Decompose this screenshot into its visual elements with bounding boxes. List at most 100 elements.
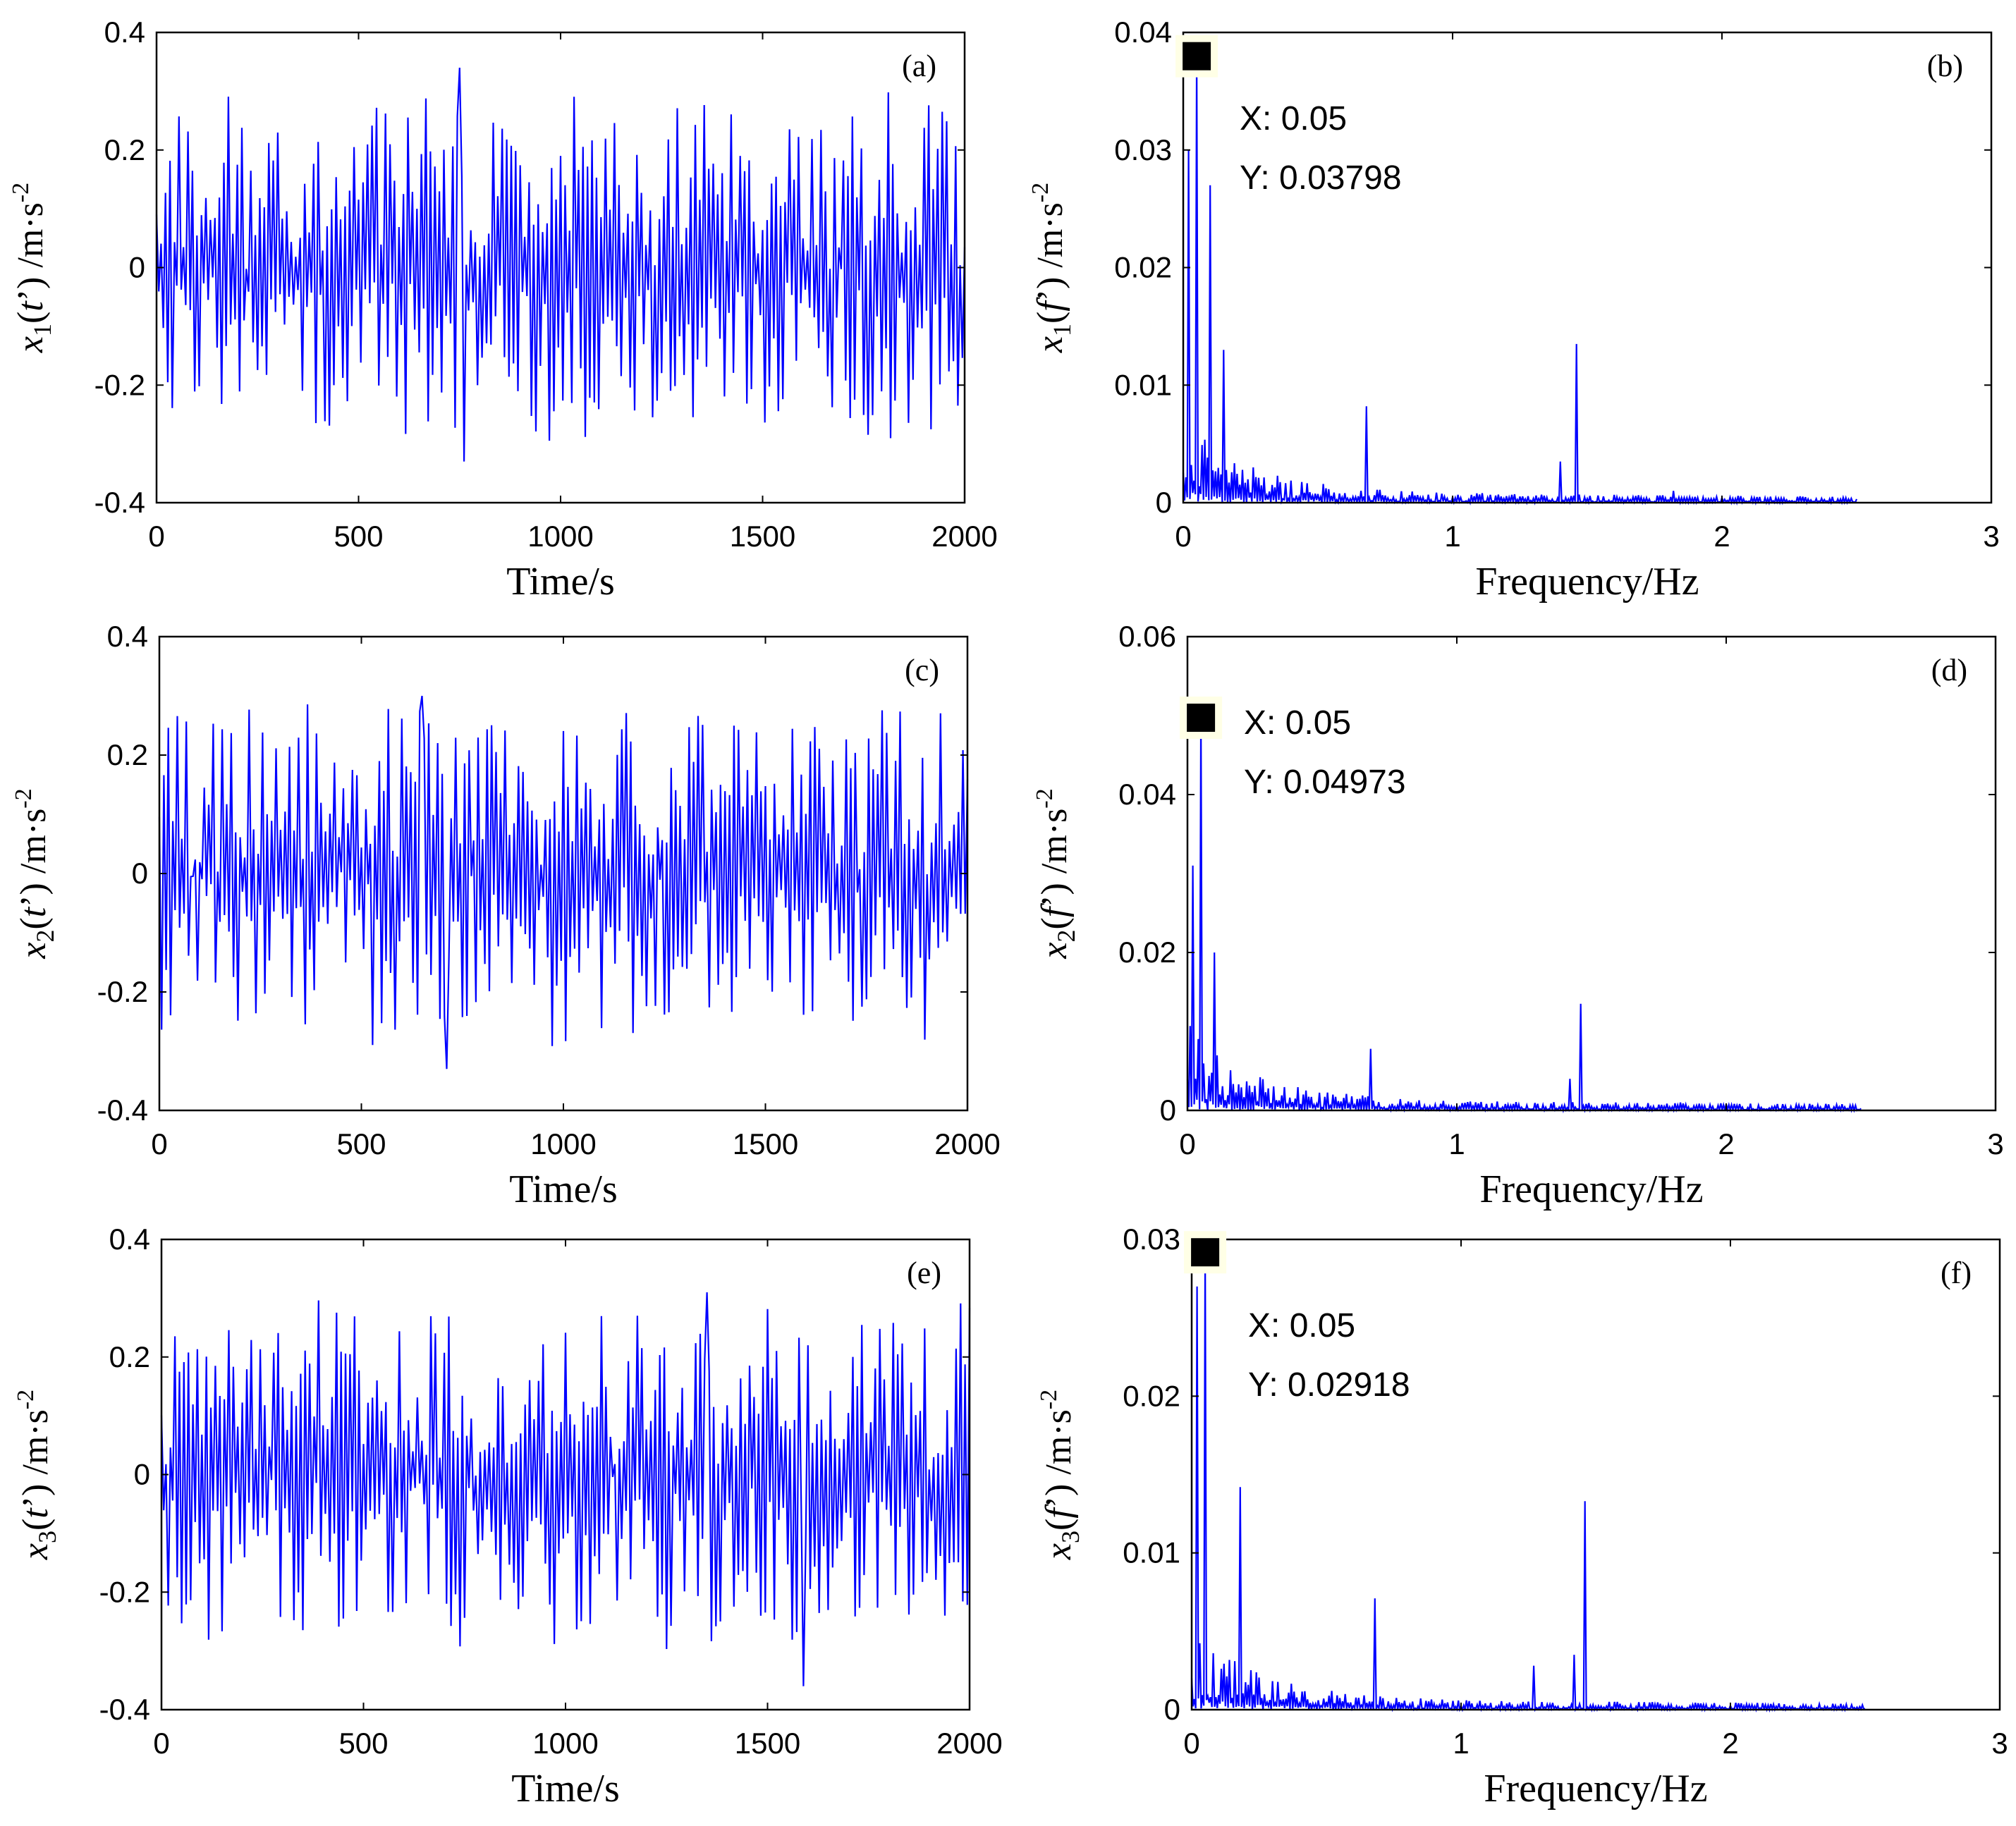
y-tick-label: 0.01: [1114, 368, 1172, 401]
x-axis-label: Frequency/Hz: [1484, 1767, 1707, 1810]
y-axis-label-part: ’) /m·s: [13, 809, 54, 907]
y-axis-label-part: x: [13, 943, 54, 960]
x-tick-label: 2: [1722, 1727, 1738, 1760]
y-axis-label-part: (: [1034, 917, 1075, 929]
y-axis-label-part: t: [16, 1507, 56, 1519]
y-tick-label: -0.4: [94, 486, 145, 519]
x-tick-label: 1500: [730, 520, 795, 553]
x-tick-label: 2000: [936, 1727, 1002, 1760]
y-axis-label-part: x: [16, 1543, 56, 1560]
y-axis-label-part: 1: [28, 324, 56, 336]
y-axis-label-part: t: [13, 906, 54, 917]
panel-tag: (b): [1927, 49, 1963, 83]
y-tick-label: 0.06: [1118, 620, 1176, 653]
panel-tag: (a): [902, 49, 936, 83]
panel-tag: (e): [907, 1256, 941, 1290]
y-tick-label: 0: [129, 251, 145, 284]
x-tick-label: 0: [1183, 1727, 1199, 1760]
y-axis-label-part: -2: [1036, 1390, 1062, 1409]
y-tick-label: 0.4: [109, 1223, 150, 1256]
y-axis-label-part: x: [1039, 1543, 1079, 1560]
x-tick-label: 1500: [733, 1127, 798, 1160]
y-tick-label: 0.01: [1123, 1536, 1180, 1569]
y-tick-label: 0.2: [104, 133, 145, 166]
y-axis-label-part: 2: [1052, 930, 1080, 943]
panel-c: 0 500 1000 1500 2000-0.4-0.200.20.4Time/sx2(…: [11, 620, 1001, 1211]
y-tick-label: 0.03: [1114, 133, 1172, 166]
x-axis-label: Frequency/Hz: [1479, 1168, 1703, 1211]
datatip-marker[interactable]: [1183, 42, 1211, 71]
y-axis-label-part: (: [1039, 1519, 1079, 1531]
datatip-marker[interactable]: [1187, 704, 1216, 733]
y-tick-label: 0.02: [1118, 936, 1176, 969]
y-axis-label-part: (: [16, 1519, 56, 1531]
y-tick-label: 0: [134, 1458, 150, 1491]
y-tick-label: 0: [1156, 486, 1172, 519]
series-line: [160, 1292, 971, 1686]
y-axis-label-part: x: [1030, 336, 1070, 353]
y-axis-label: x3(f’) /m·s-2: [1036, 1390, 1085, 1560]
y-axis-label-part: 3: [1056, 1531, 1085, 1543]
x-tick-label: 500: [338, 1727, 388, 1760]
y-axis-label: x1(t’) /m·s-2: [8, 183, 56, 353]
y-axis-label-part: -2: [8, 183, 34, 202]
y-axis-label-part: t: [11, 300, 51, 312]
x-tick-label: 1: [1453, 1727, 1469, 1760]
y-tick-label: -0.4: [99, 1693, 150, 1726]
panel-f: 0 1 2 3 0 0.01 0.02 0.03 Frequency/Hz x3(f’) /m·s…: [1036, 1223, 2008, 1810]
y-axis-label: x2(f’) /m·s-2: [1032, 788, 1080, 959]
x-tick-label: 1000: [532, 1727, 598, 1760]
y-axis-label-part: (: [11, 312, 51, 324]
panel-b: 0 1 2 3 0 0.01 0.02 0.03 0.04 Frequency/Hz x1(f’) …: [1027, 16, 2000, 603]
x-tick-label: 1000: [530, 1127, 596, 1160]
panel-tag: (c): [905, 653, 939, 687]
y-axis-label-part: 1: [1048, 324, 1076, 336]
y-tick-label: 0.04: [1118, 778, 1176, 811]
y-axis-label-part: 3: [33, 1531, 61, 1543]
y-axis-label-part: -2: [1032, 788, 1058, 808]
y-tick-label: 0.02: [1123, 1379, 1180, 1412]
y-axis-label-part: x: [11, 336, 51, 353]
y-axis-label-part: ’) /m·s: [1039, 1409, 1079, 1508]
y-axis-label-part: -2: [11, 788, 37, 808]
datatip-x-text: X: 0.05: [1248, 1307, 1355, 1344]
y-axis-label-part: ’) /m·s: [11, 202, 51, 301]
axes-frame: [1190, 1238, 2001, 1711]
y-tick-label: -0.4: [97, 1093, 148, 1127]
x-tick-label: 0: [1175, 520, 1191, 553]
y-axis-label-part: (: [13, 917, 54, 929]
x-tick-label: 0: [153, 1727, 169, 1760]
x-axis-label: Frequency/Hz: [1475, 560, 1699, 603]
y-tick-label: 0.03: [1123, 1223, 1180, 1256]
series-line: [155, 67, 966, 462]
y-axis-label-part: ’) /m·s: [16, 1409, 56, 1508]
x-tick-label: 2: [1713, 520, 1730, 553]
y-axis-label-part: 2: [31, 930, 59, 943]
x-tick-label: 1500: [735, 1727, 800, 1760]
datatip-x-text: X: 0.05: [1244, 704, 1351, 742]
datatip-y-text: Y: 0.02918: [1248, 1366, 1410, 1404]
series-line: [158, 695, 969, 1070]
x-tick-label: 3: [1983, 520, 1999, 553]
y-tick-label: -0.2: [97, 975, 148, 1008]
series-line: [1190, 1252, 1866, 1713]
panel-a: 0 500 1000 1500 2000-0.4-0.200.20.4Time/sx1(…: [8, 16, 998, 603]
axes-frame: [1186, 635, 1997, 1112]
y-axis-label-part: x: [1034, 943, 1075, 960]
series-line: [1182, 56, 1858, 506]
datatip-marker[interactable]: [1191, 1238, 1220, 1267]
axes-frame: [155, 31, 966, 504]
panel-e: 0 500 1000 1500 2000-0.4-0.200.20.4Time/sx3(…: [13, 1223, 1003, 1810]
x-tick-label: 2: [1718, 1127, 1734, 1160]
datatip-y-text: Y: 0.03798: [1240, 159, 1402, 197]
x-axis-label: Time/s: [509, 1168, 618, 1211]
axes-frame: [160, 1238, 971, 1711]
x-axis-label: Time/s: [506, 560, 615, 603]
x-tick-label: 1000: [527, 520, 593, 553]
y-tick-label: 0: [1160, 1093, 1176, 1127]
x-axis-label: Time/s: [511, 1767, 620, 1810]
x-tick-label: 0: [151, 1127, 167, 1160]
x-tick-label: 2000: [934, 1127, 1000, 1160]
panel-tag: (f): [1941, 1256, 1972, 1290]
